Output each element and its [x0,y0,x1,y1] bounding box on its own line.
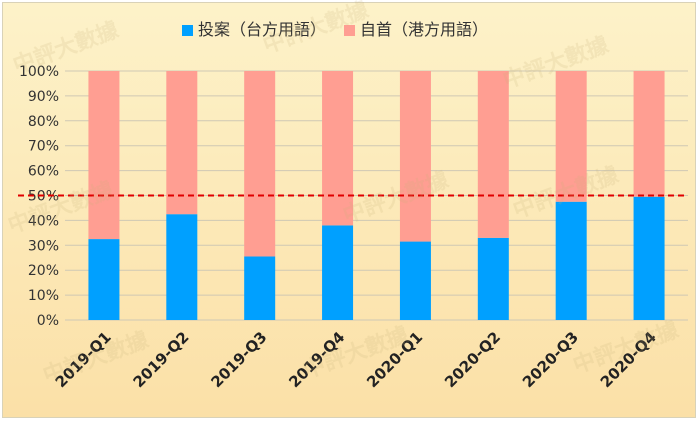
bar-segment-zishou [166,71,198,215]
y-tick-label: 70% [28,139,59,155]
y-tick-label: 100% [19,64,59,80]
bar-segment-touan [322,225,354,320]
bar-segment-touan [244,256,276,320]
y-tick-label: 90% [28,89,59,105]
legend-label: 自首（港方用語） [360,20,488,39]
bar-segment-zishou [399,71,431,242]
bar-segment-zishou [555,71,587,202]
y-tick-label: 40% [28,213,59,229]
bar-segment-touan [399,241,431,320]
y-tick-label: 20% [28,263,59,279]
x-tick-label: 2020-Q2 [441,328,504,391]
x-tick-label: 2020-Q3 [519,328,582,391]
bar-segment-touan [477,237,509,320]
bar-segment-zishou [633,71,665,197]
x-tick-label: 2019-Q3 [207,328,270,391]
x-tick-label: 2019-Q1 [52,328,115,391]
y-tick-label: 30% [28,238,59,254]
bar-segment-touan [633,196,665,320]
bar-segment-touan [166,214,198,320]
legend-label: 投案（台方用語） [198,20,326,39]
legend-swatch [344,25,355,36]
x-tick-label: 2020-Q1 [363,328,426,391]
y-tick-label: 0% [37,313,59,329]
y-tick-label: 10% [28,288,59,304]
bar-segment-touan [555,201,587,320]
legend-swatch [182,25,193,36]
bar-segment-zishou [477,71,509,238]
y-tick-label: 60% [28,164,59,180]
bar-segment-touan [88,239,120,320]
y-tick-label: 80% [28,114,59,130]
x-tick-label: 2019-Q4 [285,328,348,391]
bar-segment-zishou [244,71,276,257]
bar-segment-zishou [88,71,120,240]
x-tick-label: 2020-Q4 [597,328,660,391]
bar-segment-zishou [322,71,354,226]
x-tick-label: 2019-Q2 [130,328,193,391]
